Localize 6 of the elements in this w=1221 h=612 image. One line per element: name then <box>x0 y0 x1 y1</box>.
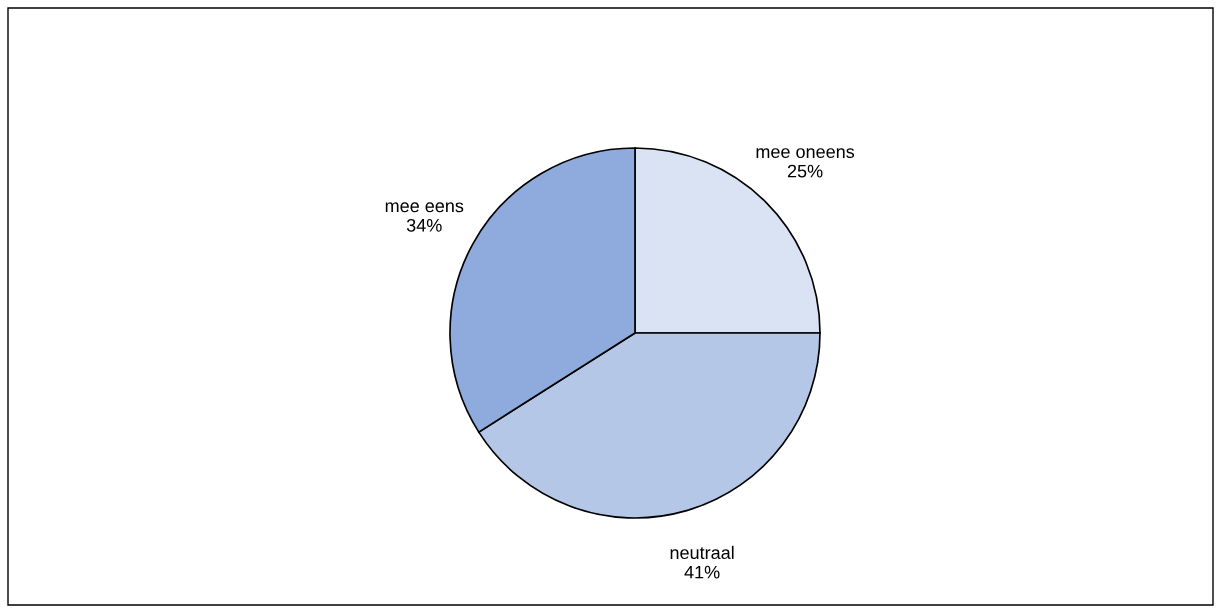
data-label: 41% <box>684 565 720 579</box>
data-label: 34% <box>406 218 442 232</box>
slice-label: neutraal <box>670 545 734 560</box>
slice-label: mee eens <box>385 202 464 213</box>
data-label: 25% <box>787 164 823 178</box>
slice-label: mee oneens <box>756 148 855 159</box>
